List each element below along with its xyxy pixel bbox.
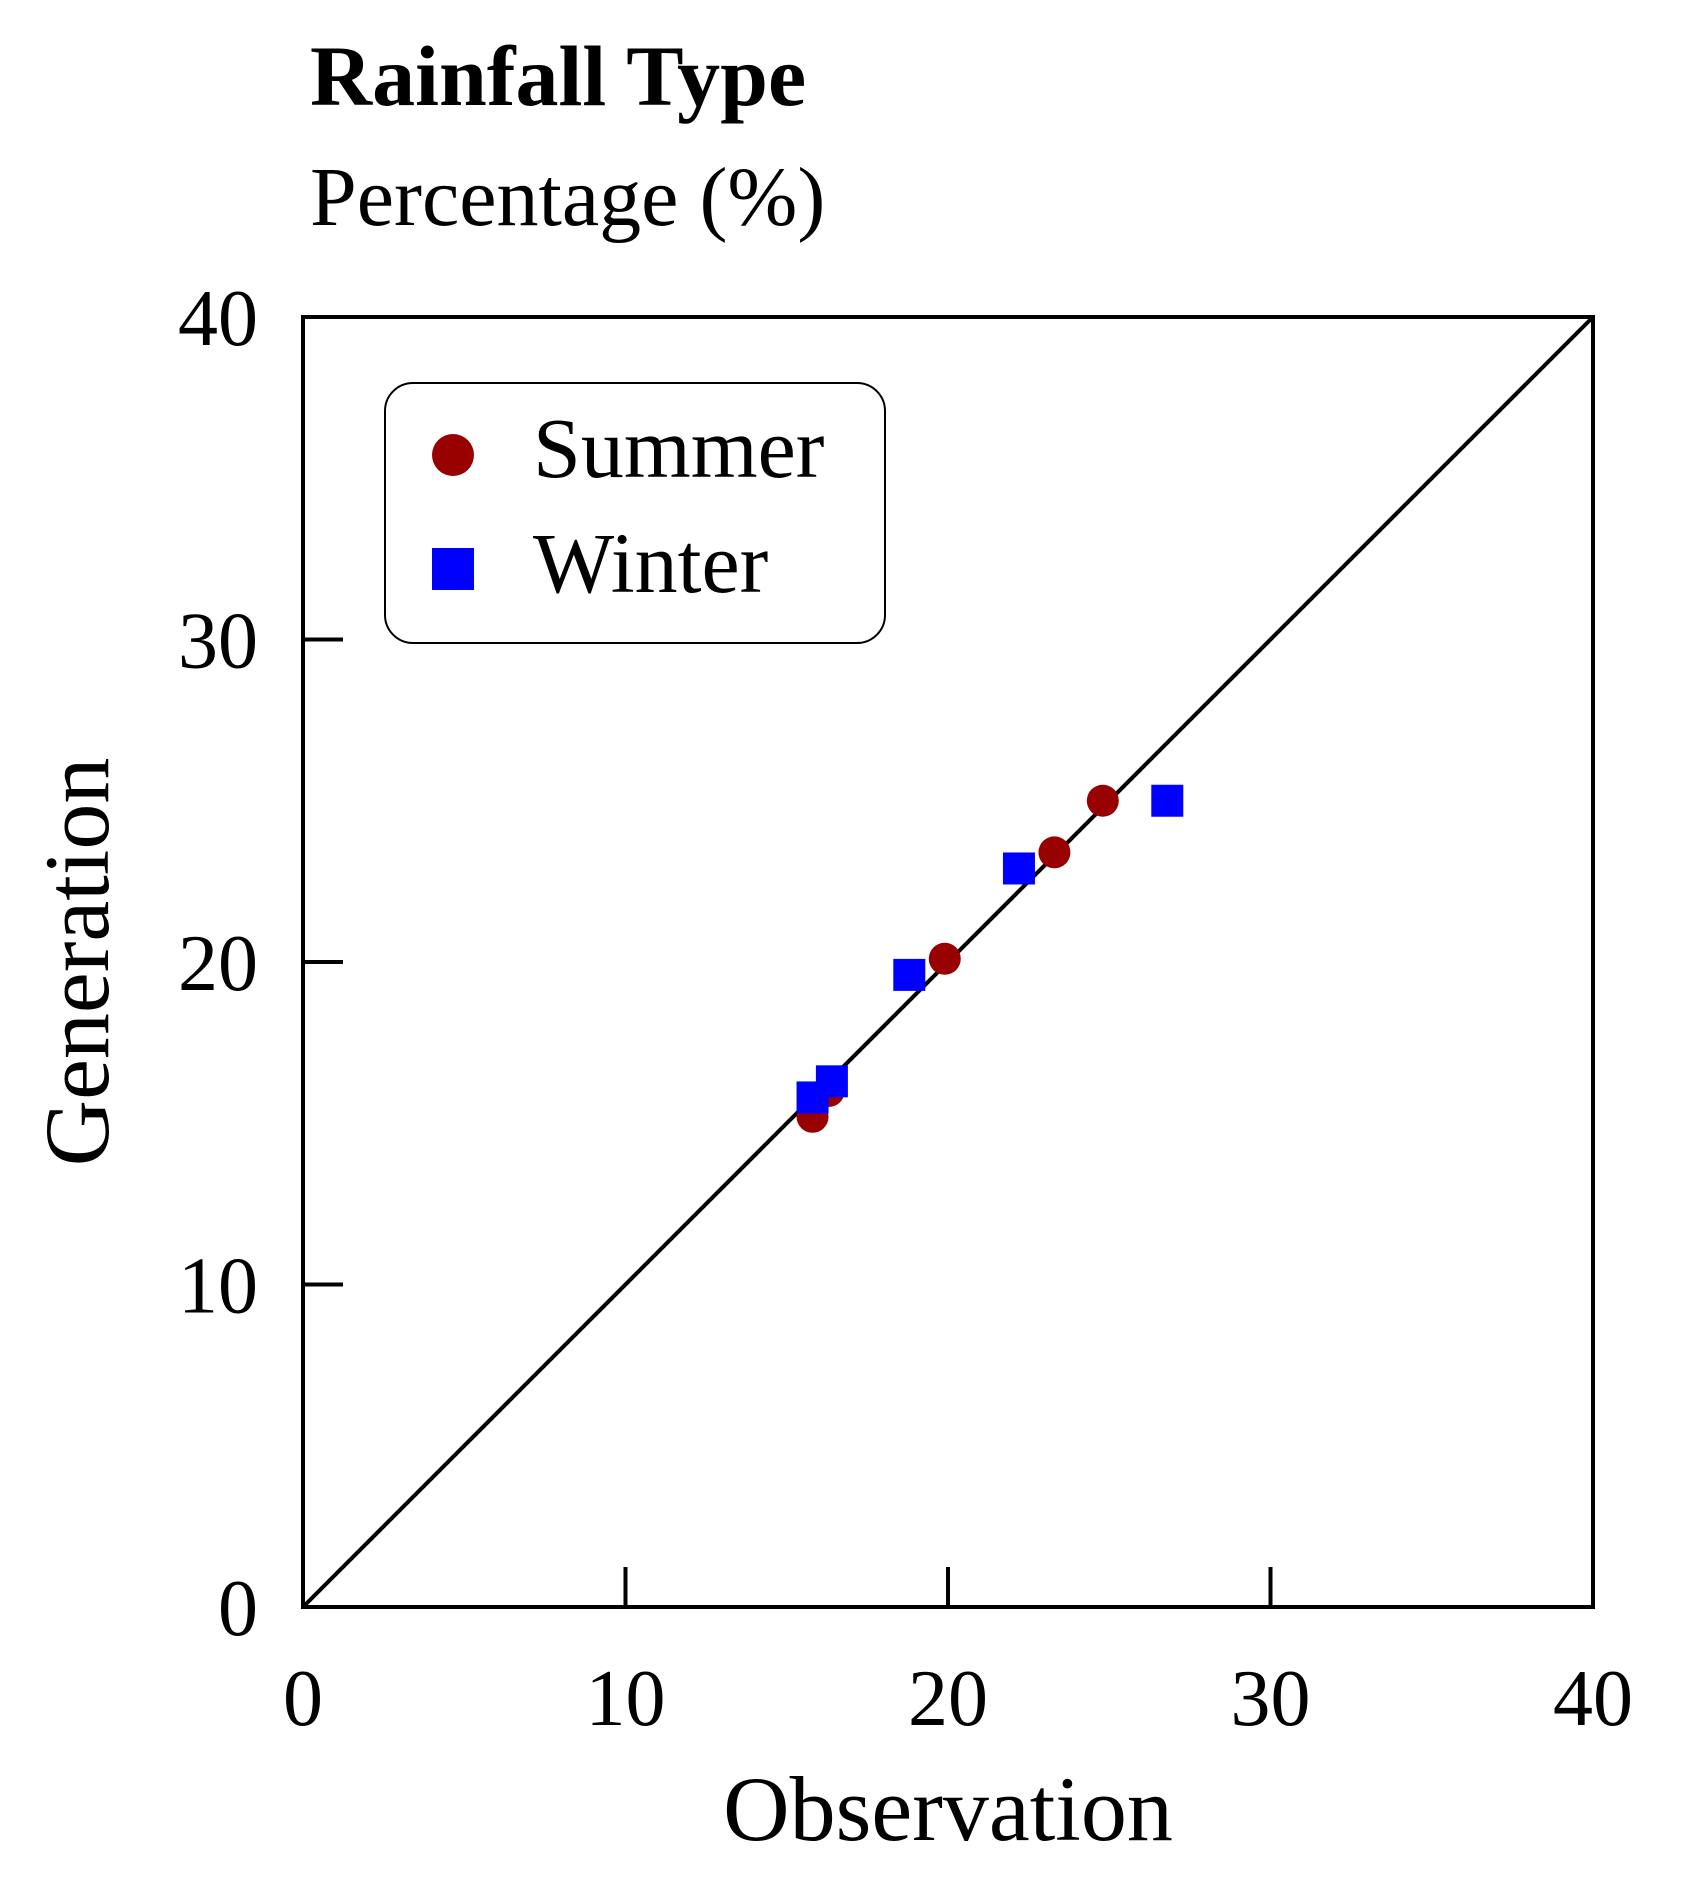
axis-ticks: 0 10 20 30 40 0 10 20 30 40	[178, 275, 1633, 1743]
x-tick-label: 0	[283, 1655, 323, 1743]
y-tick-label: 20	[178, 920, 258, 1008]
legend-marker-summer	[432, 434, 474, 476]
x-tick-label: 20	[908, 1655, 988, 1743]
y-tick-label: 40	[178, 275, 258, 363]
legend-label-winter: Winter	[533, 515, 768, 611]
data-point-winter	[893, 958, 926, 991]
x-tick-label: 30	[1231, 1655, 1311, 1743]
data-point-summer	[928, 942, 961, 975]
y-axis-label: Generation	[26, 758, 128, 1167]
y-tick-label: 0	[218, 1565, 258, 1653]
data-point-winter	[815, 1065, 848, 1098]
y-tick-label: 10	[178, 1243, 258, 1331]
legend-box	[384, 382, 886, 644]
x-axis-label: Observation	[723, 1758, 1173, 1860]
x-tick-label: 10	[586, 1655, 666, 1743]
x-tick-label: 40	[1553, 1655, 1633, 1743]
data-point-summer	[1086, 784, 1119, 817]
data-point-winter	[1151, 784, 1184, 817]
data-point-summer	[1038, 836, 1071, 869]
data-point-winter	[1002, 852, 1035, 885]
legend-marker-winter	[432, 548, 474, 590]
legend: Summer Winter	[384, 382, 886, 644]
chart-subtitle: Percentage (%)	[310, 151, 825, 244]
y-tick-label: 30	[178, 598, 258, 686]
chart-title: Rainfall Type	[310, 28, 806, 124]
legend-label-summer: Summer	[533, 400, 824, 496]
data-points	[796, 784, 1184, 1133]
